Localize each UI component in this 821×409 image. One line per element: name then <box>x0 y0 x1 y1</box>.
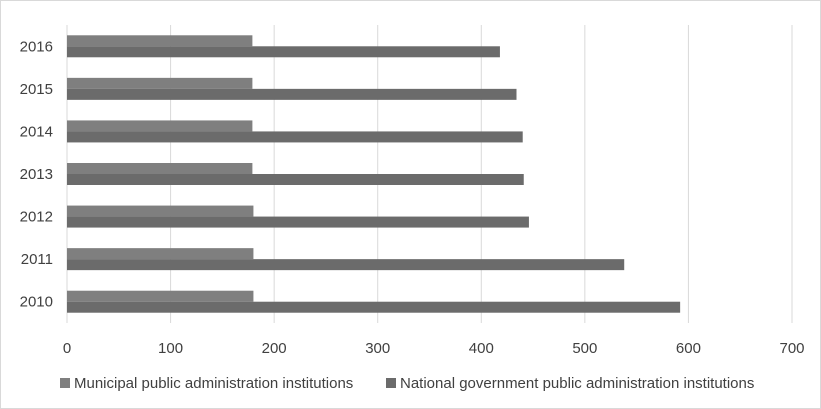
y-axis-ticks: 2010 2011 2012 2013 2014 2015 2016 <box>20 38 53 310</box>
x-tick-label: 300 <box>365 340 390 357</box>
legend-label-national: National government public administratio… <box>400 375 754 392</box>
y-tick-label: 2013 <box>20 166 53 183</box>
bar-national <box>67 46 500 58</box>
bar-national <box>67 88 517 100</box>
bar-municipal <box>67 77 253 89</box>
y-tick-label: 2010 <box>20 294 53 311</box>
y-tick-label: 2016 <box>20 38 53 55</box>
y-tick-label: 2012 <box>20 209 53 226</box>
y-tick-label: 2014 <box>20 123 53 140</box>
x-tick-label: 700 <box>779 340 804 357</box>
x-tick-label: 600 <box>676 340 701 357</box>
x-tick-label: 0 <box>63 340 71 357</box>
legend: Municipal public administration institut… <box>60 375 754 392</box>
bars <box>67 35 681 313</box>
bar-municipal <box>67 290 254 302</box>
x-tick-label: 100 <box>158 340 183 357</box>
legend-swatch-national <box>386 378 396 388</box>
bar-municipal <box>67 163 253 174</box>
x-tick-label: 500 <box>572 340 597 357</box>
x-axis-ticks: 0 100 200 300 400 500 600 700 <box>63 340 805 357</box>
bar-municipal <box>67 120 253 132</box>
x-tick-label: 400 <box>469 340 494 357</box>
bar-municipal <box>67 35 253 47</box>
bar-national <box>67 301 681 313</box>
bar-national <box>67 131 523 143</box>
bar-municipal <box>67 205 254 217</box>
legend-label-municipal: Municipal public administration institut… <box>74 375 353 392</box>
bar-national <box>67 259 625 271</box>
x-tick-label: 200 <box>262 340 287 357</box>
y-tick-label: 2011 <box>21 251 53 268</box>
legend-swatch-municipal <box>60 378 70 388</box>
bar-municipal <box>67 248 254 260</box>
y-tick-label: 2015 <box>20 81 53 98</box>
bar-national <box>67 216 529 228</box>
bar-national <box>67 174 524 185</box>
